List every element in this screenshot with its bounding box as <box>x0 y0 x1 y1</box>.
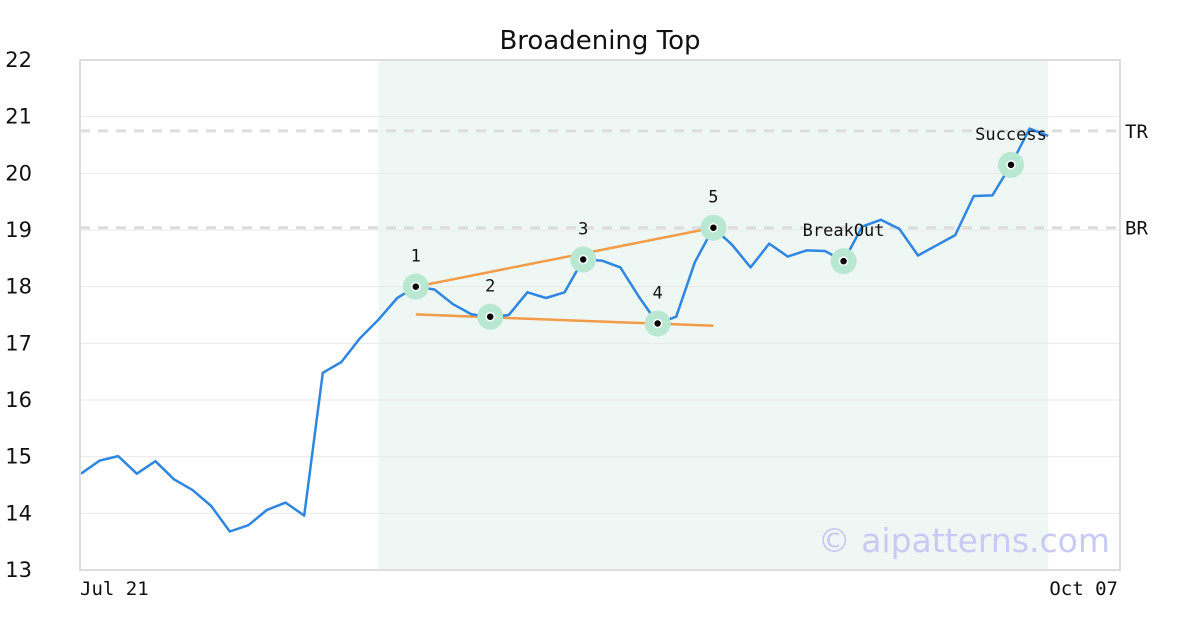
pattern-point-dot <box>708 222 719 233</box>
chart-title: Broadening Top <box>499 26 700 56</box>
pattern-point-dot <box>578 254 588 265</box>
pattern-point-label: 2 <box>485 277 495 297</box>
y-tick-label: 19 <box>5 218 32 242</box>
pattern-point-label: 4 <box>652 284 662 304</box>
pattern-point-label: 3 <box>578 219 588 239</box>
pattern-point-dot <box>485 311 495 322</box>
y-tick-label: 17 <box>5 331 32 355</box>
y-tick-label: 18 <box>5 275 32 299</box>
pattern-point-label: 5 <box>708 188 718 208</box>
pattern-point-dot <box>838 256 849 266</box>
y-tick-label: 13 <box>5 558 32 582</box>
price-series-line <box>80 127 1049 533</box>
pattern-point-label: 1 <box>411 247 421 267</box>
y-tick-label: 22 <box>5 48 32 72</box>
reference-line-label: BR <box>1125 218 1148 240</box>
y-tick-label: 16 <box>5 388 32 412</box>
pattern-point-dot <box>411 281 421 292</box>
plot-frame <box>79 59 1121 571</box>
watermark: © aipatterns.com <box>818 521 1110 560</box>
x-tick-label: Jul 21 <box>80 578 149 600</box>
pattern-point-dot <box>1006 160 1016 170</box>
y-tick-label: 15 <box>5 445 32 469</box>
y-tick-label: 21 <box>5 105 32 129</box>
x-tick-label: Oct 07 <box>1049 578 1118 600</box>
pattern-point-label: Success <box>975 125 1047 145</box>
y-tick-label: 14 <box>5 501 32 525</box>
trendline <box>415 226 714 288</box>
pattern-point-label: BreakOut <box>803 221 885 241</box>
reference-line-label: TR <box>1125 121 1148 143</box>
pattern-point-dot <box>652 318 663 329</box>
y-tick-label: 20 <box>5 161 32 185</box>
